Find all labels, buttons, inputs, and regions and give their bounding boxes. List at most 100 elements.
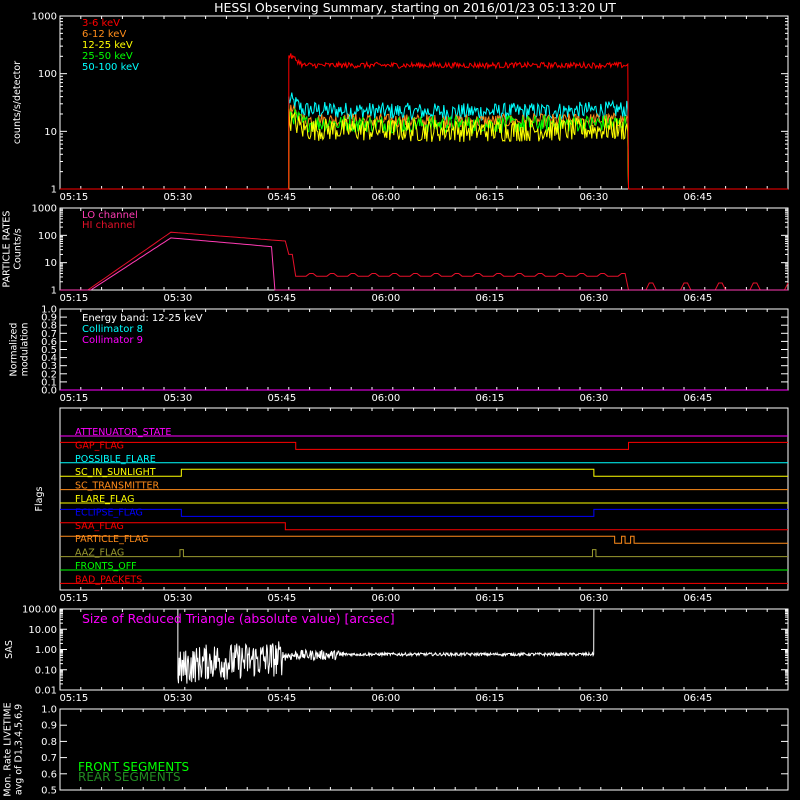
time-tick-label: 06:00 — [371, 393, 400, 404]
y-tick-label-sas: 10.00 — [28, 625, 57, 636]
series-line-50-100keV — [60, 92, 788, 190]
time-tick-label: 05:15 — [59, 593, 88, 604]
series-line-lo-channel — [60, 237, 788, 291]
time-tick-label: 06:00 — [371, 593, 400, 604]
y-tick-label-modulation: 0.5 — [41, 345, 57, 356]
time-tick-label: 05:15 — [59, 192, 88, 203]
legend-label-0: 3-6 keV — [82, 18, 120, 29]
time-tick-label: 05:30 — [163, 693, 192, 704]
figure-title: HESSI Observing Summary, starting on 201… — [214, 0, 616, 15]
y-tick-label-sas: 1.00 — [35, 645, 57, 656]
time-tick-label: 05:30 — [163, 192, 192, 203]
flag-label-saa_flag: SAA_FLAG — [75, 521, 124, 532]
panel-frame-rates — [59, 15, 789, 190]
y-tick-label-livetime: 0.5 — [41, 786, 57, 797]
time-tick-label: 06:15 — [475, 693, 504, 704]
time-tick-label: 06:30 — [579, 293, 608, 304]
y-tick-label-sas: 0.01 — [35, 686, 57, 697]
flag-label-attenuator_state: ATTENUATOR_STATE — [75, 427, 171, 438]
y-tick-label-modulation: 0.8 — [41, 321, 57, 332]
y-axis-label-particle: Counts/s — [13, 228, 24, 269]
y-tick-label-particle: 100 — [38, 231, 57, 242]
time-tick-label: 06:15 — [475, 293, 504, 304]
sas-annotation: Size of Reduced Triangle (absolute value… — [82, 611, 395, 626]
legend-label-0: Collimator 8 — [82, 324, 143, 335]
y-axis-label-modulation: modulation — [20, 323, 31, 377]
panels-group: 05:15 05:30 05:45 06:00 06:15 06:30 06:45 count… — [2, 12, 789, 797]
time-tick-label: 06:00 — [371, 192, 400, 203]
y-tick-label-livetime: 0.8 — [41, 737, 57, 748]
y-tick-label-modulation: 0.6 — [41, 337, 57, 348]
time-tick-label: 06:45 — [683, 593, 712, 604]
legend-label-0: LO channel — [82, 210, 138, 221]
flag-label-eclipse_flag: ECLIPSE_FLAG — [75, 507, 143, 518]
flag-line-gap_flag — [60, 441, 788, 450]
y-tick-label-rates: 1 — [51, 185, 57, 196]
y-axis-label-livetime: Mon. Rate LIVETIME — [3, 702, 14, 796]
y-tick-label-livetime: 1.0 — [41, 705, 57, 716]
y-axis-label-flags: Flags — [34, 486, 45, 511]
time-tick-label: 06:45 — [683, 393, 712, 404]
y-tick-label-livetime: 0.7 — [41, 753, 57, 764]
time-tick-label: 06:30 — [579, 393, 608, 404]
time-tick-label: 05:15 — [59, 693, 88, 704]
time-tick-label: 05:30 — [163, 593, 192, 604]
legend-label-4: 50-100 keV — [82, 62, 139, 73]
flag-line-particle_flag — [60, 535, 788, 544]
time-tick-label: 05:45 — [267, 693, 296, 704]
y-axis-label-livetime: avg of D1,3,4,5,6,9 — [14, 704, 25, 795]
y-tick-label-modulation: 0.1 — [41, 377, 57, 388]
legend-label-1: 6-12 keV — [82, 29, 126, 40]
y-tick-label-modulation: 0.3 — [41, 361, 57, 372]
flag-label-fronts_off: FRONTS_OFF — [75, 561, 137, 572]
panel-frame-livetime — [59, 708, 789, 791]
series-line-3-6keV — [60, 53, 788, 190]
time-tick-label: 06:00 — [371, 293, 400, 304]
y-tick-label-modulation: 0.7 — [41, 329, 57, 340]
time-tick-label: 06:15 — [475, 192, 504, 203]
y-tick-label-rates: 10 — [44, 127, 57, 138]
y-axis-label-modulation: Normalized — [9, 323, 20, 377]
y-tick-label-modulation: 0.9 — [41, 313, 57, 324]
flag-label-sc_in_sunlight: SC_IN_SUNLIGHT — [75, 467, 156, 478]
time-tick-label: 06:45 — [683, 293, 712, 304]
time-tick-label: 06:30 — [579, 593, 608, 604]
y-axis-label-rates: counts/s/detector — [12, 61, 23, 144]
time-tick-label: 06:15 — [475, 593, 504, 604]
flag-label-flare_flag: FLARE_FLAG — [75, 494, 135, 505]
time-tick-label: 05:45 — [267, 393, 296, 404]
time-tick-label: 05:15 — [59, 393, 88, 404]
legend-label-2: 12-25 keV — [82, 40, 133, 51]
sas-triangle-series — [177, 608, 595, 684]
time-tick-label: 05:45 — [267, 192, 296, 203]
time-tick-label: 06:45 — [683, 693, 712, 704]
y-tick-label-modulation: 0.0 — [41, 386, 57, 397]
time-tick-label: 05:15 — [59, 293, 88, 304]
legend-label-1: Collimator 9 — [82, 335, 143, 346]
y-tick-label-modulation: 0.4 — [41, 353, 57, 364]
flag-line-aaz_flag — [60, 549, 788, 558]
flag-label-aaz_flag: AAZ_FLAG — [75, 548, 124, 559]
legend-label-0: FRONT SEGMENTS — [78, 760, 189, 774]
y-tick-label-modulation: 0.2 — [41, 369, 57, 380]
time-tick-label: 05:45 — [267, 293, 296, 304]
time-tick-label: 06:15 — [475, 393, 504, 404]
time-tick-label: 05:30 — [163, 293, 192, 304]
y-tick-label-sas: 0.10 — [35, 665, 57, 676]
flag-line-saa_flag — [60, 522, 788, 531]
flag-label-bad_packets: BAD_PACKETS — [75, 574, 142, 585]
legend-label-1: HI channel — [82, 220, 135, 231]
legend-label-3: 25-50 keV — [82, 51, 133, 62]
y-tick-label-particle: 1000 — [32, 204, 57, 215]
time-tick-label: 05:45 — [267, 593, 296, 604]
time-tick-label: 06:30 — [579, 192, 608, 203]
flag-label-gap_flag: GAP_FLAG — [75, 440, 124, 451]
series-line-12-25keV — [60, 108, 788, 190]
time-tick-label: 06:45 — [683, 192, 712, 203]
y-tick-label-particle: 1 — [51, 286, 57, 297]
y-tick-label-rates: 100 — [38, 69, 57, 80]
y-tick-label-rates: 1000 — [32, 12, 57, 23]
y-tick-label-livetime: 0.9 — [41, 721, 57, 732]
time-tick-label: 06:00 — [371, 693, 400, 704]
energy-band-annotation: Energy band: 12-25 keV — [82, 313, 203, 324]
